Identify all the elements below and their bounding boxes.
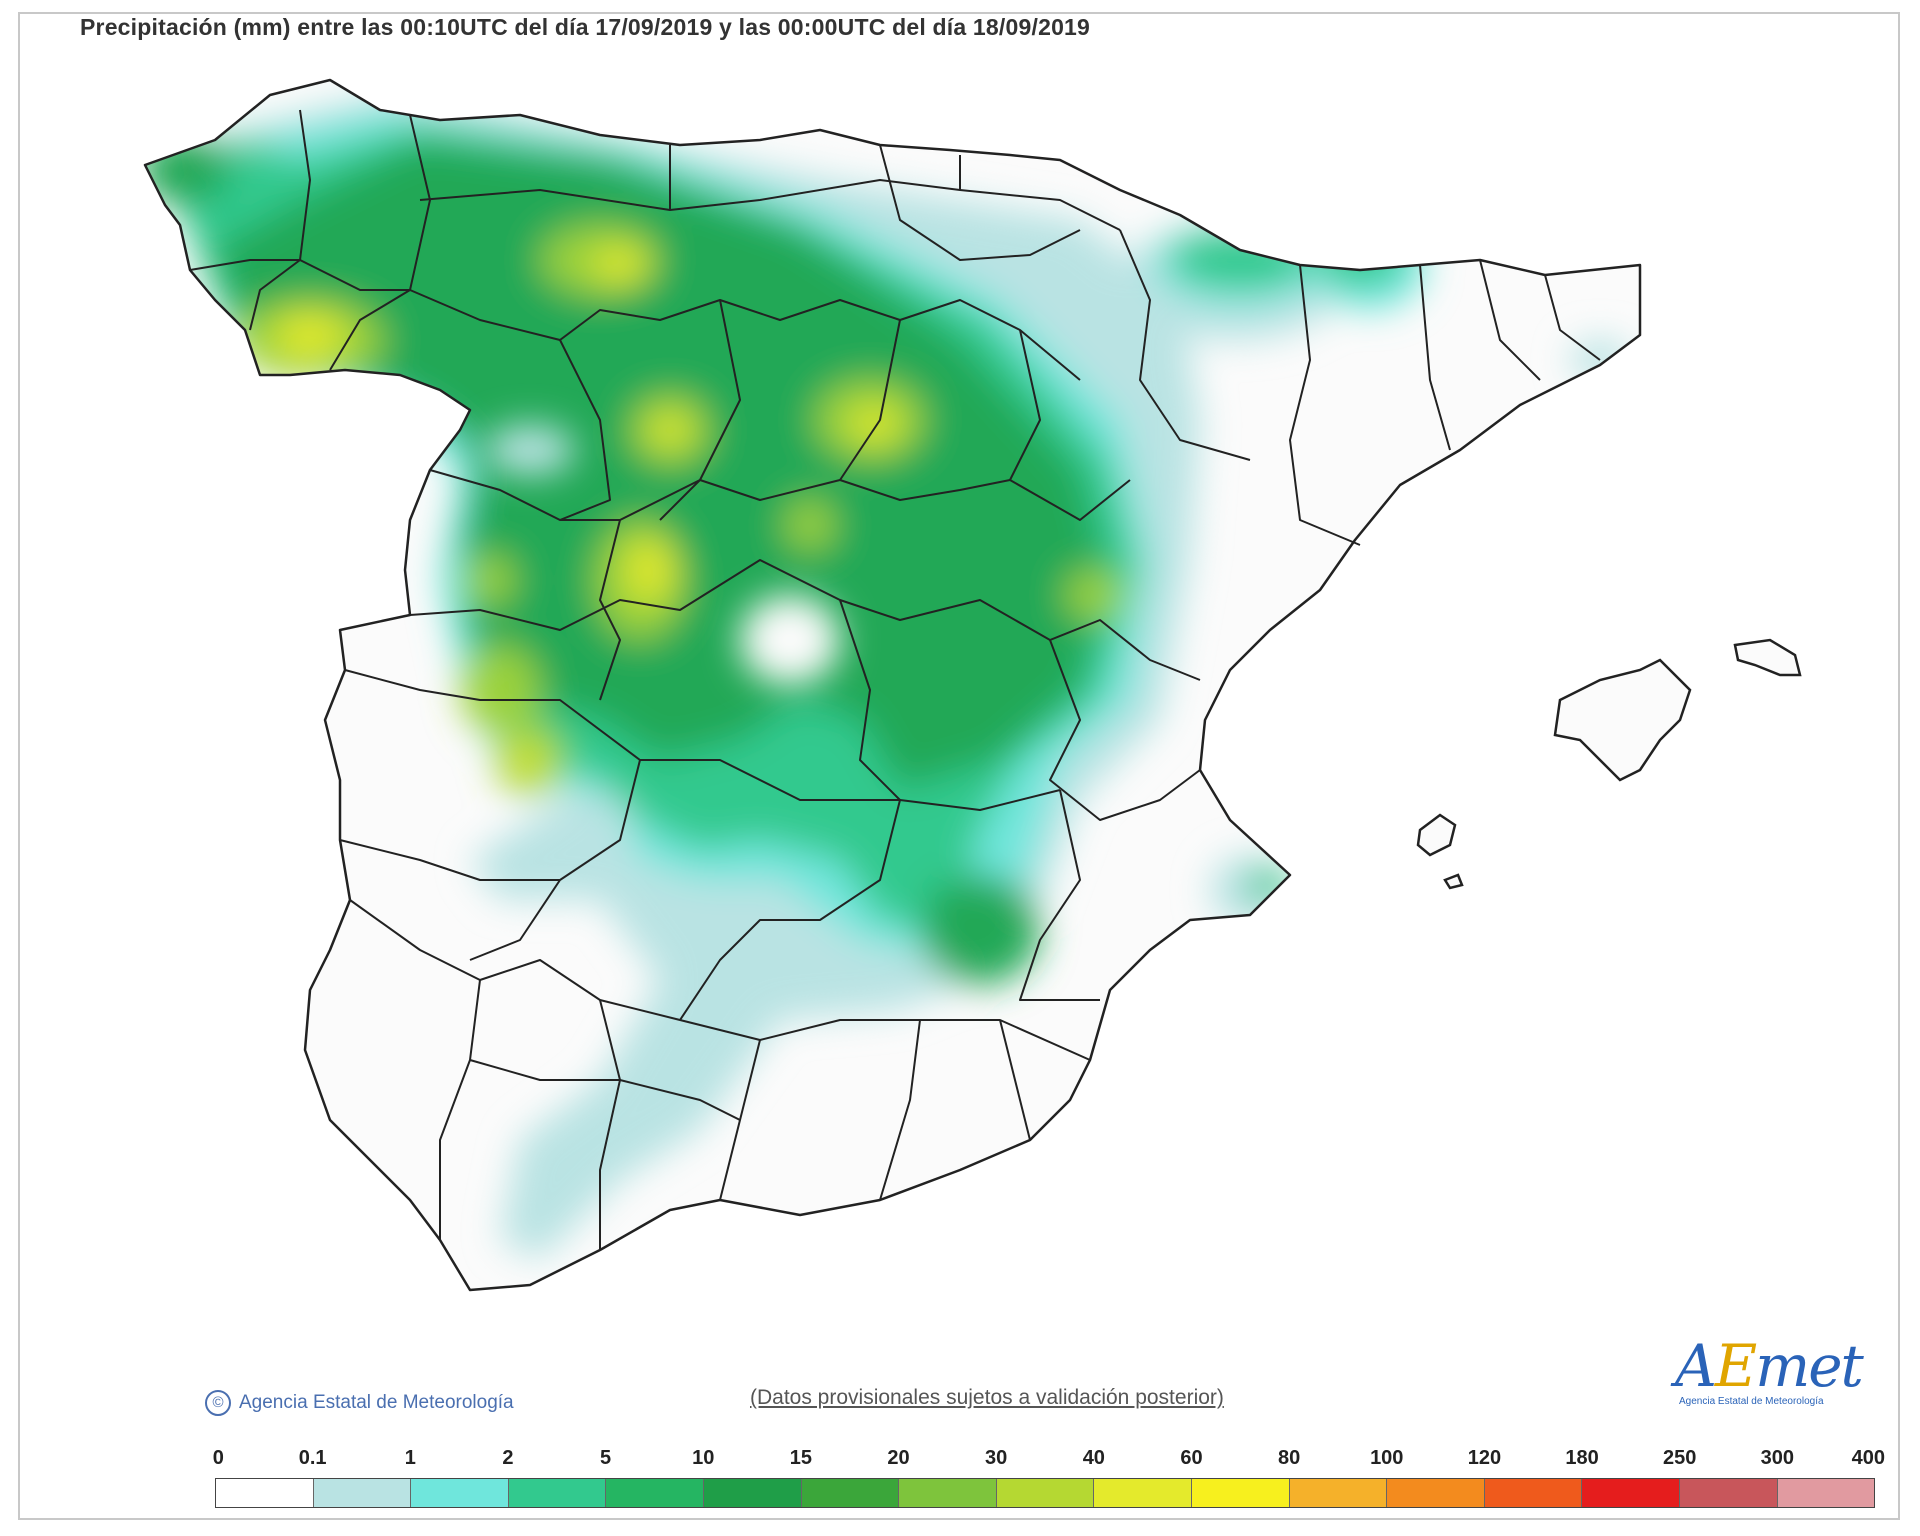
legend-swatch [1777,1479,1875,1507]
aemet-logo-subtitle: Agencia Estatal de Meteorología [1679,1396,1824,1407]
legend-label: 80 [1277,1447,1301,1469]
legend-swatch [1582,1479,1680,1507]
legend-color-bar [215,1478,1875,1508]
legend-label: 30 [985,1447,1008,1469]
legend-swatch [508,1479,607,1507]
legend-swatch [606,1479,704,1507]
aemet-logo: AEmet Agencia Estatal de Meteorología [1675,1332,1864,1416]
legend-swatch [1191,1479,1290,1507]
legend-swatch [801,1479,900,1507]
copyright-icon: © [205,1390,231,1416]
copyright-notice: © Agencia Estatal de Meteorología [205,1390,514,1416]
legend-label: 10 [692,1447,715,1469]
legend-label: 120 [1467,1447,1502,1469]
balearic-islands [1416,638,1802,890]
legend-swatch [1289,1479,1388,1507]
legend-swatch [996,1479,1095,1507]
legend-swatch [411,1479,509,1507]
legend-swatch [313,1479,412,1507]
legend-label: 60 [1180,1447,1203,1469]
legend-label: 0 [212,1447,224,1469]
legend-swatch [216,1479,314,1507]
legend-swatch [1679,1479,1778,1507]
legend-label: 40 [1082,1447,1105,1469]
legend-label: 180 [1565,1447,1599,1469]
legend-label: 20 [887,1447,910,1469]
legend-label: 0.1 [298,1447,327,1469]
legend-label: 400 [1851,1447,1886,1469]
legend-swatch [1484,1479,1583,1507]
legend-label: 15 [789,1447,812,1469]
disclaimer-text: (Datos provisionales sujetos a validació… [750,1386,1224,1409]
legend-label: 2 [502,1447,514,1469]
legend-swatch [899,1479,997,1507]
legend-swatch [703,1479,802,1507]
legend-swatch [1387,1479,1485,1507]
legend-labels: 0 0.1 1 2 5 10 15 20 30 40 60 80 100 120 180 250 300 400 [0,1447,1920,1473]
legend-label: 1 [404,1447,416,1469]
precipitation-map [143,78,1802,1292]
province-borders [143,78,1642,1292]
aemet-logo-text: AEmet [1675,1332,1864,1400]
legend-label: 300 [1760,1447,1795,1469]
map-title: Precipitación (mm) entre las 00:10UTC de… [80,14,1091,40]
legend-swatch [1094,1479,1192,1507]
legend-label: 250 [1663,1447,1697,1469]
legend-label: 5 [600,1447,612,1469]
legend-label: 100 [1370,1447,1404,1469]
copyright-text: Agencia Estatal de Meteorología [239,1392,514,1413]
